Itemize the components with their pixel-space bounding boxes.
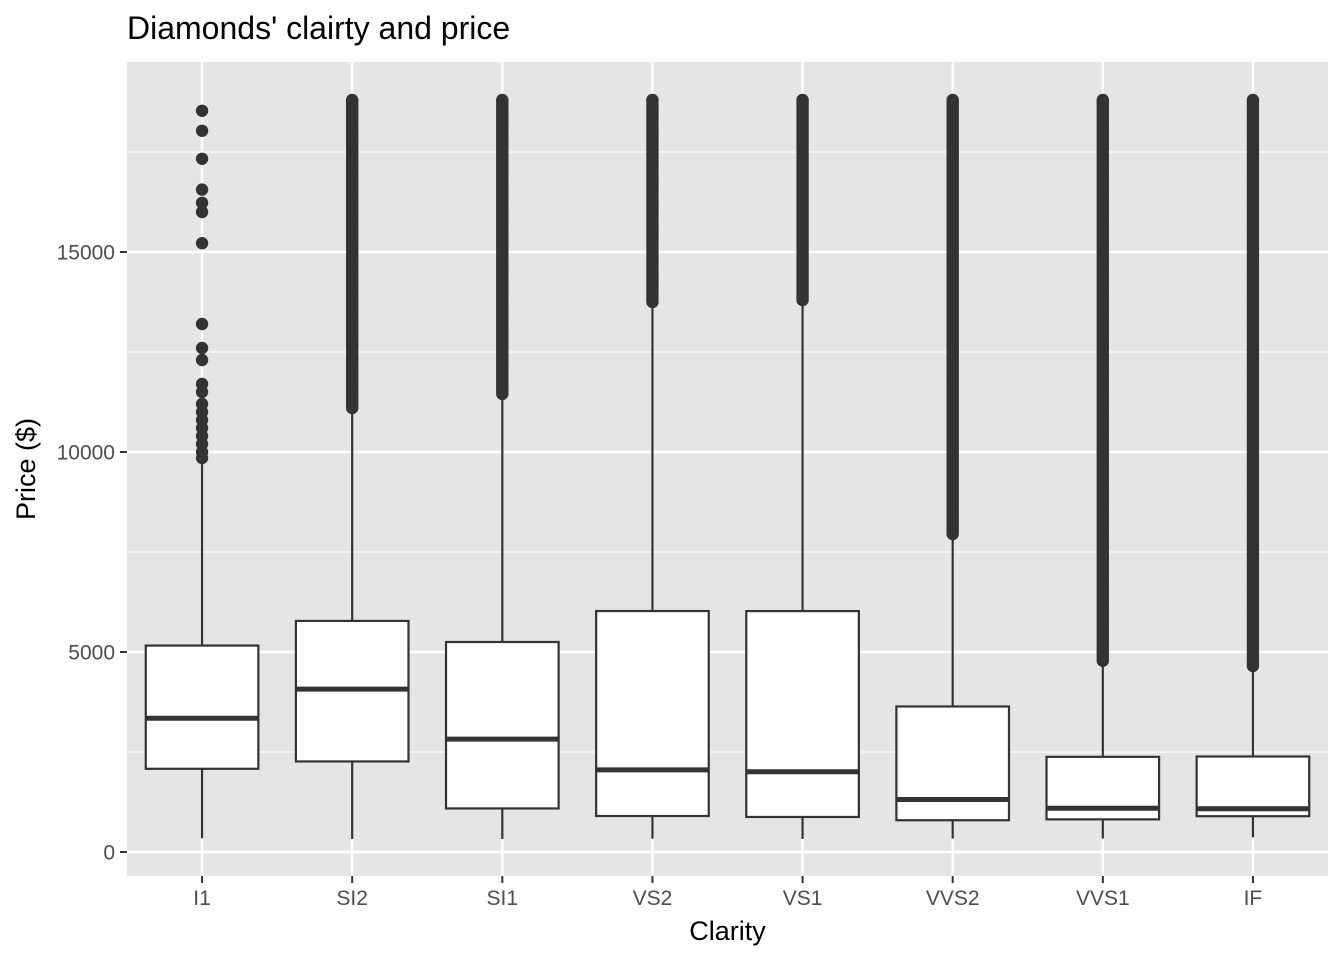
- y-axis: 0 5000 10000 15000: [57, 242, 127, 865]
- x-tick-label: SI2: [336, 887, 368, 910]
- box-group-vs1: [745, 93, 860, 839]
- box-group-i1: [144, 104, 260, 839]
- x-tick-label: VVS2: [926, 887, 980, 910]
- outlier-point: [796, 93, 809, 107]
- outlier-point: [195, 341, 209, 355]
- outlier-point: [195, 104, 209, 118]
- outlier-point: [946, 93, 959, 107]
- box-group-vs2: [595, 93, 710, 839]
- outlier-point: [1246, 93, 1260, 107]
- y-axis-title: Price ($): [11, 418, 41, 520]
- x-tick-label: VVS1: [1076, 887, 1130, 910]
- box-iqr: [745, 609, 860, 819]
- x-tick-label: SI1: [487, 887, 519, 910]
- box-group-si1: [444, 93, 560, 839]
- y-tick-label: 15000: [57, 242, 115, 265]
- outlier-point: [195, 124, 209, 137]
- outlier-point: [646, 93, 659, 107]
- outlier-point: [195, 317, 209, 331]
- x-tick-label: VS2: [633, 887, 673, 910]
- box-iqr: [895, 705, 1011, 822]
- outlier-point: [1096, 93, 1110, 107]
- plot-panel: [127, 62, 1328, 876]
- box-group-if: [1195, 93, 1311, 838]
- chart-title: Diamonds' clairty and price: [127, 10, 510, 46]
- box-iqr: [444, 640, 560, 810]
- outlier-point: [195, 451, 209, 465]
- x-tick-label: VS1: [783, 887, 823, 910]
- x-axis-title: Clarity: [689, 916, 766, 946]
- x-tick-label: I1: [193, 887, 211, 910]
- y-tick-label: 10000: [57, 442, 115, 465]
- x-tick-label: IF: [1244, 887, 1263, 910]
- outlier-point: [195, 183, 209, 196]
- box-group-vvs2: [895, 93, 1011, 839]
- outlier-point: [195, 196, 209, 209]
- outlier-point: [195, 152, 209, 165]
- y-tick-label: 5000: [68, 642, 115, 665]
- outlier-point: [345, 93, 359, 107]
- box-iqr: [595, 609, 710, 818]
- x-axis: I1 SI2 SI1 VS2 VS1 VVS2 VVS1 IF: [193, 876, 1262, 910]
- outlier-point: [195, 205, 209, 219]
- box-iqr: [144, 644, 260, 770]
- y-tick-label: 0: [103, 842, 115, 865]
- box-group-si2: [294, 93, 410, 839]
- outlier-point: [496, 93, 509, 107]
- outlier-point: [195, 353, 209, 367]
- outlier-point: [195, 237, 209, 250]
- outlier-point: [195, 385, 209, 399]
- box-group-vvs1: [1045, 93, 1161, 839]
- box-iqr: [1195, 755, 1311, 818]
